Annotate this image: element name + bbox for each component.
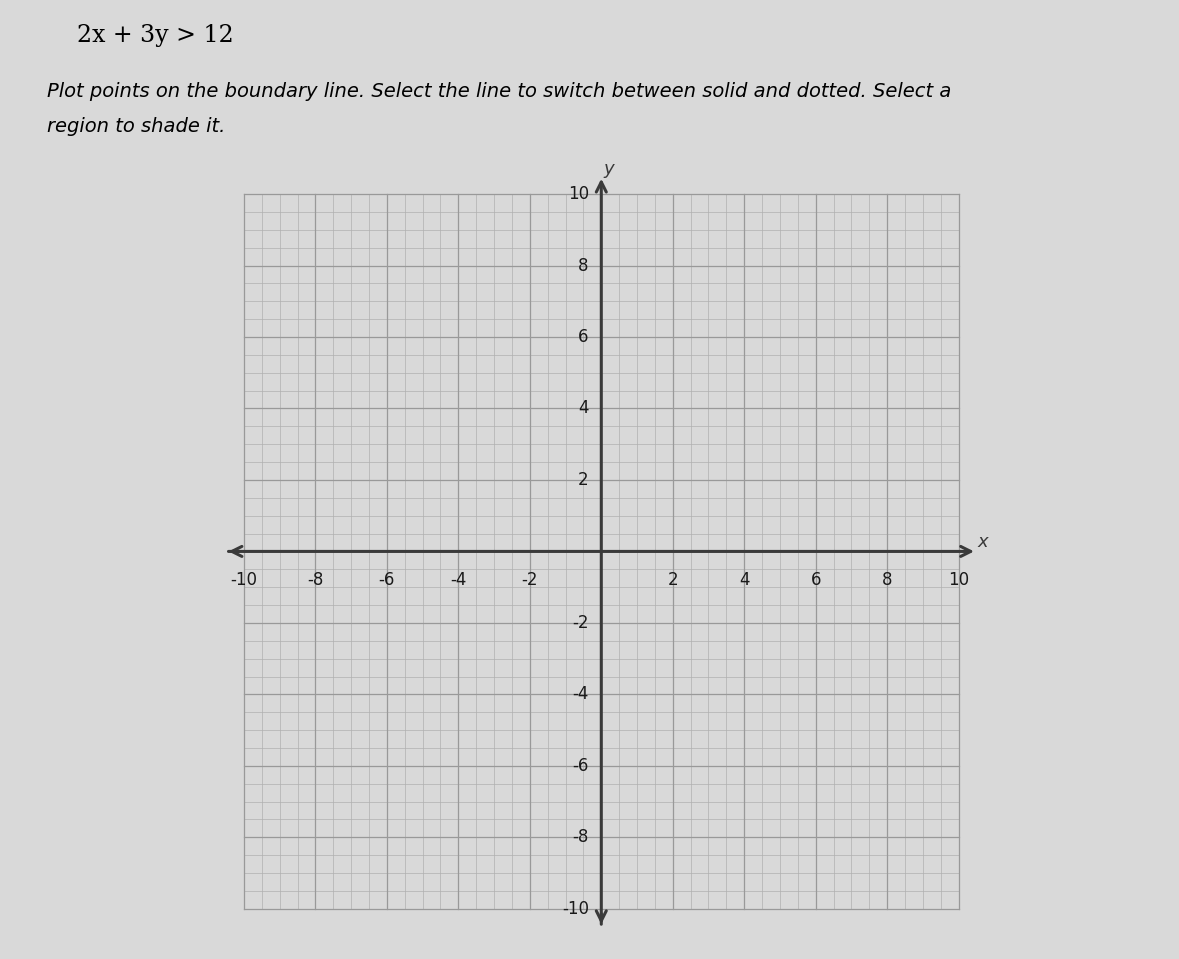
Text: 10: 10 [948, 571, 969, 589]
Text: -6: -6 [378, 571, 395, 589]
Text: -2: -2 [521, 571, 538, 589]
Text: 2: 2 [667, 571, 678, 589]
Text: Plot points on the boundary line. Select the line to switch between solid and do: Plot points on the boundary line. Select… [47, 82, 951, 101]
Text: -8: -8 [308, 571, 323, 589]
Text: x: x [977, 533, 988, 551]
Text: -6: -6 [573, 757, 588, 775]
Text: -2: -2 [572, 614, 588, 632]
Text: 10: 10 [567, 185, 588, 203]
Text: y: y [604, 160, 614, 178]
Text: 8: 8 [882, 571, 893, 589]
Text: 8: 8 [578, 257, 588, 274]
Text: -4: -4 [450, 571, 467, 589]
Text: -10: -10 [561, 900, 588, 918]
Text: 4: 4 [739, 571, 750, 589]
Text: region to shade it.: region to shade it. [47, 117, 225, 136]
Text: 6: 6 [578, 328, 588, 346]
Text: -4: -4 [573, 686, 588, 703]
Text: 4: 4 [578, 400, 588, 417]
Text: -10: -10 [230, 571, 257, 589]
Text: 6: 6 [810, 571, 821, 589]
Text: -8: -8 [573, 829, 588, 846]
Text: 2: 2 [578, 471, 588, 489]
Text: 2x + 3y > 12: 2x + 3y > 12 [77, 24, 233, 47]
